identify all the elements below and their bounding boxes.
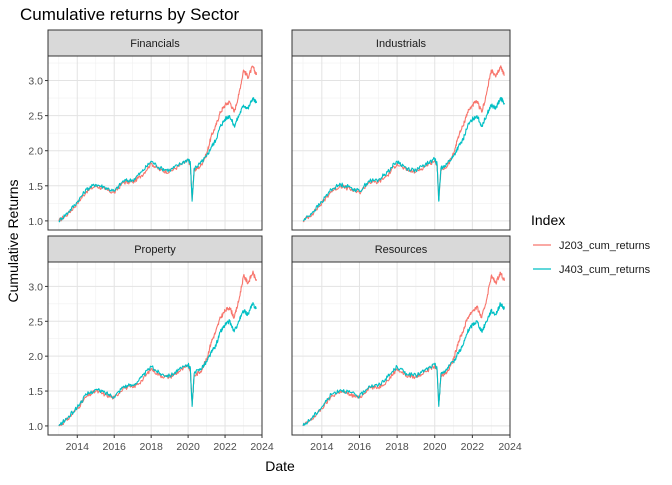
legend: Index J203_cum_returns J403_cum_returns <box>531 212 651 276</box>
facet-strip <box>47 235 263 263</box>
x-tick-label: 2014 <box>310 441 334 453</box>
panel-border <box>47 55 263 231</box>
y-tick-label: 2.5 <box>28 111 43 123</box>
y-tick-label: 3.0 <box>28 76 43 88</box>
facet-strip-label: Financials <box>130 38 180 50</box>
plot-area <box>48 56 262 230</box>
y-tick-label: 1.5 <box>28 181 43 193</box>
x-tick-label: 2018 <box>385 441 409 453</box>
facet-strip <box>291 235 511 263</box>
x-axis-title: Date <box>265 458 295 474</box>
y-axis-title: Cumulative Returns <box>5 180 21 303</box>
panel-border <box>291 55 511 231</box>
x-tick-label: 2016 <box>348 441 372 453</box>
facet-panel-resources: Resources 2014 2016 2018 2020 2022 2024 <box>291 235 522 453</box>
y-tick-label: 1.0 <box>28 421 43 433</box>
y-tick-label: 2.0 <box>28 146 43 158</box>
series-line-J403_cum_returns <box>302 302 505 427</box>
facet-panels: Financials 1.0 1.5 2.0 2.5 3.0 Industrials Prop… <box>28 29 522 453</box>
y-tick-label: 1.5 <box>28 386 43 398</box>
series-line-J403_cum_returns <box>58 302 257 427</box>
plot-area <box>292 56 510 230</box>
panel-border <box>291 261 511 436</box>
x-tick-label: 2024 <box>250 441 274 453</box>
x-tick-label: 2020 <box>423 441 447 453</box>
series-line-J403_cum_returns <box>302 96 505 222</box>
series-line-J403_cum_returns <box>58 97 258 223</box>
panel-border <box>47 261 263 436</box>
facet-strip-label: Industrials <box>376 38 427 50</box>
plot-area <box>292 262 510 435</box>
y-tick-label: 1.0 <box>28 216 43 228</box>
legend-label: J203_cum_returns <box>559 240 651 252</box>
x-tick-label: 2016 <box>103 441 127 453</box>
x-tick-label: 2024 <box>498 441 522 453</box>
y-tick-label: 2.0 <box>28 351 43 363</box>
x-tick-label: 2020 <box>176 441 200 453</box>
x-tick-label: 2018 <box>139 441 163 453</box>
x-tick-label: 2022 <box>461 441 485 453</box>
x-tick-label: 2022 <box>213 441 237 453</box>
facet-strip-label: Property <box>134 244 176 256</box>
legend-label: J403_cum_returns <box>559 264 651 276</box>
y-tick-label: 2.5 <box>28 316 43 328</box>
plot-area <box>48 262 262 435</box>
y-tick-label: 3.0 <box>28 281 43 293</box>
facet-panel-industrials: Industrials <box>291 29 511 231</box>
facet-panel-financials: Financials 1.0 1.5 2.0 2.5 3.0 <box>28 29 263 231</box>
x-tick-label: 2014 <box>66 441 90 453</box>
legend-title: Index <box>531 212 565 228</box>
facet-panel-property: Property 1.0 1.5 2.0 2.5 3.0 2014 2016 2018 2020 2… <box>28 235 274 453</box>
facet-strip <box>47 29 263 57</box>
chart-title: Cumulative returns by Sector <box>20 5 240 24</box>
facet-strip-label: Resources <box>375 244 428 256</box>
